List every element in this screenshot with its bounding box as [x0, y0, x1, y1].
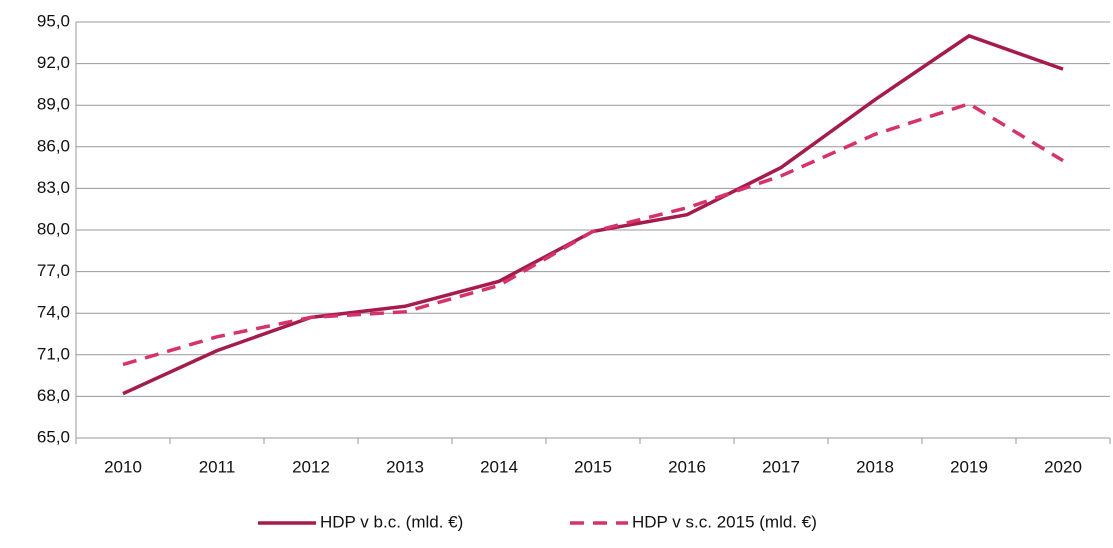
x-tick-label: 2020: [1044, 457, 1082, 476]
x-tick-label: 2010: [104, 457, 142, 476]
x-tick-label: 2012: [292, 457, 330, 476]
x-tick-label: 2019: [950, 457, 988, 476]
y-tick-label: 95,0: [37, 11, 70, 30]
y-tick-label: 65,0: [37, 427, 70, 446]
x-tick-label: 2017: [762, 457, 800, 476]
x-tick-label: 2018: [856, 457, 894, 476]
y-tick-label: 74,0: [37, 303, 70, 322]
line-series: [122, 33, 1064, 396]
y-tick-label: 71,0: [37, 344, 70, 363]
legend-label: HDP v s.c. 2015 (mld. €): [632, 512, 817, 531]
y-tick-label: 86,0: [37, 136, 70, 155]
x-tick-label: 2015: [574, 457, 612, 476]
x-tick-label: 2014: [480, 457, 518, 476]
x-tick-label: 2016: [668, 457, 706, 476]
line-series: [122, 101, 1064, 367]
legend-label: HDP v b.c. (mld. €): [320, 512, 463, 531]
y-tick-label: 80,0: [37, 219, 70, 238]
y-tick-label: 89,0: [37, 95, 70, 114]
x-tick-label: 2013: [386, 457, 424, 476]
y-tick-label: 68,0: [37, 386, 70, 405]
y-tick-label: 77,0: [37, 261, 70, 280]
y-tick-label: 83,0: [37, 178, 70, 197]
y-tick-label: 92,0: [37, 53, 70, 72]
x-tick-label: 2011: [199, 457, 236, 476]
